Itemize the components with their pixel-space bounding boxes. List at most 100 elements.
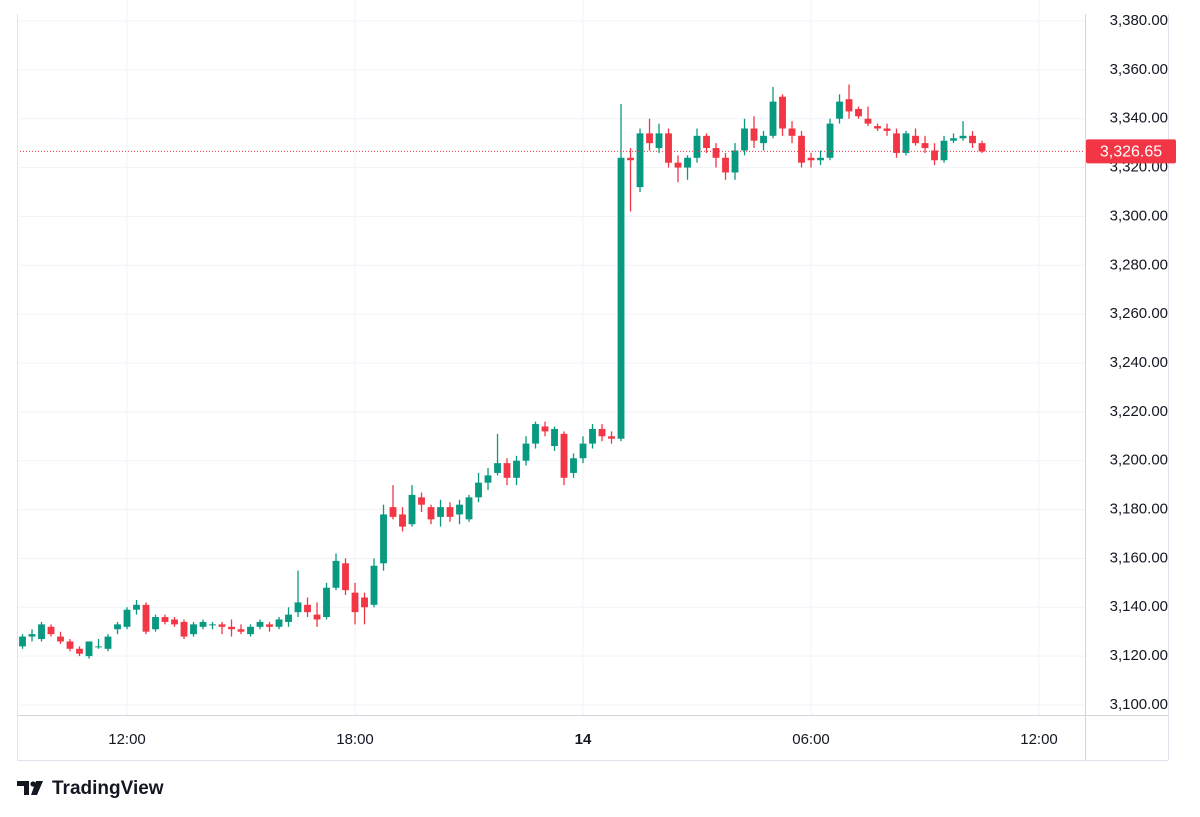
- labels: 3,100.00 3,120.00 3,140.00 3,160.00 3,180.00…: [108, 12, 1176, 748]
- candle-body: [247, 626, 254, 635]
- candle-body: [570, 458, 577, 473]
- candle-body: [826, 123, 834, 158]
- plot: [17, 84, 1085, 659]
- y-tick-label: 3,180.00: [1110, 501, 1168, 518]
- candle-body: [161, 617, 169, 622]
- candle-body: [190, 624, 197, 635]
- candle-body: [218, 624, 226, 627]
- candle-body: [28, 634, 36, 637]
- candle-body: [589, 428, 596, 444]
- brand: TradingView: [52, 778, 164, 799]
- candle-body: [541, 426, 549, 432]
- candle-body: [712, 148, 720, 158]
- candle-body: [617, 157, 625, 439]
- candle-body: [598, 428, 606, 437]
- candle-body: [788, 128, 796, 136]
- candle-body: [465, 497, 473, 520]
- candle-body: [893, 133, 900, 153]
- candle-body: [380, 514, 387, 564]
- y-tick-label: 3,300.00: [1110, 207, 1168, 224]
- candle-body: [275, 619, 283, 627]
- candle-body: [19, 636, 26, 647]
- candle-body: [807, 157, 815, 161]
- x-tick-label: 06:00: [792, 731, 830, 748]
- candle-body: [684, 157, 691, 168]
- candle-body: [855, 108, 862, 117]
- candle-body: [313, 614, 321, 620]
- candle-body: [294, 602, 302, 613]
- y-tick-label: 3,340.00: [1110, 110, 1168, 127]
- y-tick-label: 3,280.00: [1110, 256, 1168, 273]
- candle-body: [655, 133, 663, 149]
- candle-body: [180, 621, 188, 637]
- candle-body: [389, 507, 397, 517]
- candle-body: [798, 135, 805, 163]
- candle-body: [95, 646, 102, 648]
- axes: [17, 14, 1169, 761]
- candle-body: [171, 619, 178, 625]
- candle-body: [57, 636, 64, 642]
- candle-body: [133, 604, 140, 610]
- candle-body: [266, 624, 273, 627]
- candle-body: [199, 621, 207, 627]
- candle-body: [503, 463, 511, 478]
- candle-body: [693, 135, 701, 158]
- candle-body: [722, 157, 729, 173]
- candle-body: [47, 626, 55, 635]
- candle-body: [551, 428, 558, 447]
- y-tick-label: 3,260.00: [1110, 305, 1168, 322]
- candle-body: [484, 475, 492, 483]
- logo-mark: [31, 781, 43, 795]
- candle-body: [513, 460, 520, 478]
- candle-body: [646, 133, 653, 144]
- candle-body: [674, 162, 682, 168]
- candle-body: [703, 135, 710, 149]
- logo-mark: [30, 781, 36, 787]
- candle-body: [351, 592, 359, 613]
- candle-body: [142, 604, 150, 632]
- candle-body: [636, 133, 644, 188]
- candle-body: [959, 135, 967, 139]
- candle-body: [532, 424, 539, 444]
- candle-body: [85, 641, 93, 657]
- y-tick-label: 3,100.00: [1110, 696, 1168, 713]
- candle-body: [931, 150, 938, 161]
- x-tick-label: 12:00: [1020, 731, 1058, 748]
- candle-body: [209, 624, 216, 626]
- candle-body: [522, 443, 530, 461]
- candle-body: [627, 157, 634, 161]
- candle-body: [779, 96, 786, 129]
- candle-body: [950, 138, 957, 141]
- candle-body: [845, 99, 853, 112]
- last-price-box: [1086, 139, 1176, 164]
- candle-body: [475, 482, 482, 498]
- candle-body: [817, 157, 824, 161]
- candle-body: [608, 436, 615, 439]
- candle-body: [38, 624, 45, 640]
- candle-body: [123, 609, 131, 627]
- candle-body: [969, 135, 976, 144]
- candle-body: [731, 150, 739, 173]
- y-tick-label: 3,120.00: [1110, 647, 1168, 664]
- candle-body: [883, 128, 891, 131]
- candle-body: [370, 565, 378, 605]
- candle-body: [769, 101, 777, 136]
- last-price-label: 3,326.65: [1100, 144, 1162, 161]
- x-tick-label: 18:00: [336, 731, 374, 748]
- candle-body: [104, 636, 112, 649]
- candle-body: [912, 135, 919, 144]
- candle-body: [456, 504, 463, 515]
- candle-body: [427, 507, 435, 520]
- candle-body: [332, 560, 340, 588]
- logo-mark: [17, 781, 29, 795]
- y-tick-label: 3,240.00: [1110, 354, 1168, 371]
- candle-body: [750, 128, 758, 141]
- candle-body: [399, 514, 406, 527]
- candle-body: [418, 497, 425, 505]
- candle-body: [437, 507, 444, 517]
- logo: TradingView: [17, 778, 164, 799]
- candle-body: [902, 133, 910, 153]
- candle-body: [741, 128, 748, 151]
